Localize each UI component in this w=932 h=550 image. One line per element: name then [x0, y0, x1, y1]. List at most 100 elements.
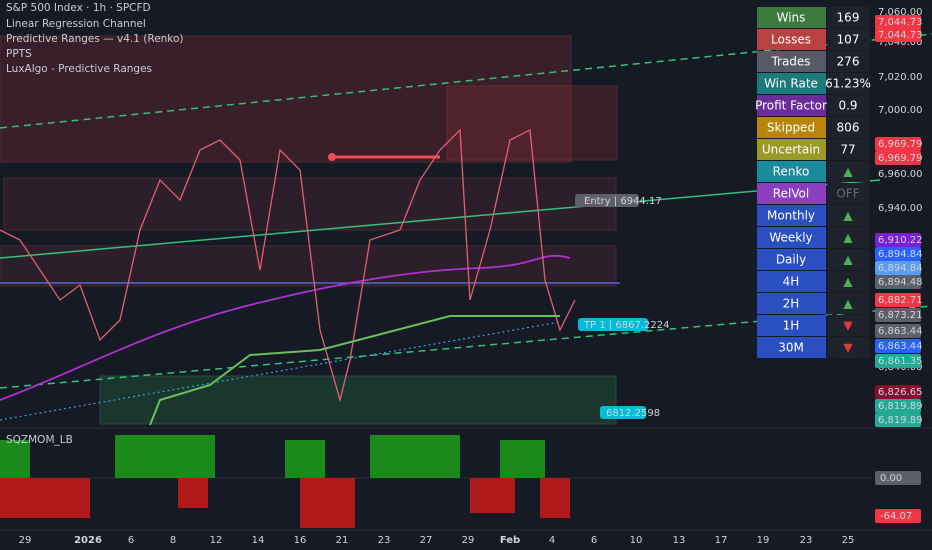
range-box — [3, 177, 617, 231]
channel-mid — [0, 179, 881, 259]
price-badge — [875, 293, 921, 307]
stat-value: 107 — [837, 33, 860, 47]
stat-value: ▲ — [843, 231, 853, 245]
time-label: 29 — [19, 535, 32, 546]
price-tick: 6,960.00 — [878, 169, 923, 180]
stat-value-cell — [827, 293, 870, 314]
price-badge-label: 6,969.79 — [878, 153, 923, 164]
marker — [328, 153, 336, 161]
time-label: 23 — [378, 535, 391, 546]
stat-label-cell — [757, 227, 826, 248]
stat-label-cell — [757, 293, 826, 314]
stat-value: ▲ — [843, 253, 853, 267]
stat-value: OFF — [836, 187, 859, 201]
stat-value-cell — [827, 29, 870, 50]
histogram-block — [0, 478, 90, 518]
price-badge-label: 6,910.22 — [878, 235, 923, 246]
stat-label-cell — [757, 117, 826, 138]
price-badge — [875, 15, 921, 29]
oscillator-title: SQZMOM_LB — [6, 434, 73, 446]
stat-value: 276 — [837, 55, 860, 69]
stat-label: Uncertain — [762, 143, 820, 157]
price-badge — [875, 413, 921, 427]
entry-label: Entry | 6944.17 — [584, 196, 662, 207]
stat-label-cell — [757, 183, 826, 204]
stat-value-cell — [827, 139, 870, 160]
price-tick: 7,060.00 — [878, 7, 923, 18]
time-label: 21 — [336, 535, 349, 546]
time-label: 8 — [170, 535, 176, 546]
price-badge-label: 6,863.44 — [878, 326, 923, 337]
price-badge-label: 6,826.65 — [878, 387, 923, 398]
stat-value: ▲ — [843, 165, 853, 179]
stat-value-cell — [827, 337, 870, 358]
stat-value-cell — [827, 183, 870, 204]
stat-value: 0.9 — [838, 99, 857, 113]
stat-value: ▼ — [843, 341, 853, 355]
price-badge-label: 6,882.71 — [878, 295, 923, 306]
tp-label: TP 1 | 6867.2224 — [583, 320, 669, 331]
time-label: 23 — [800, 535, 813, 546]
tp-badge — [578, 318, 648, 331]
stat-label: 1H — [783, 319, 800, 333]
stat-label: 30M — [778, 341, 804, 355]
price-badge — [875, 339, 921, 353]
price-path — [0, 128, 576, 403]
price-badge — [875, 151, 921, 165]
time-label: 25 — [842, 535, 855, 546]
stat-label-cell — [757, 205, 826, 226]
stat-value-cell — [827, 249, 870, 270]
time-label: 2026 — [74, 535, 102, 546]
price-badge — [875, 324, 921, 338]
price-tick: 7,020.00 — [878, 72, 923, 83]
histogram-block — [285, 440, 325, 478]
osc-label: -64.07 — [880, 511, 912, 522]
time-label: 13 — [673, 535, 686, 546]
price-badge — [875, 247, 921, 261]
price-badge — [875, 275, 921, 289]
stat-label-cell — [757, 139, 826, 160]
stat-value-cell — [827, 95, 870, 116]
price-badge — [875, 261, 921, 275]
stat-label: Weekly — [769, 231, 812, 245]
stat-value: ▲ — [843, 275, 853, 289]
stat-value-cell — [827, 51, 870, 72]
stat-value: 806 — [837, 121, 860, 135]
price-badge — [875, 233, 921, 247]
price-badge-label: 6,969.79 — [878, 139, 923, 150]
price-tick: 7,040.00 — [878, 37, 923, 48]
stat-label: 2H — [783, 297, 800, 311]
stat-value-cell — [827, 117, 870, 138]
histogram-block — [115, 435, 215, 478]
indicator-name: Linear Regression Channel — [6, 18, 146, 30]
price-badge — [875, 308, 921, 322]
time-label: 14 — [252, 535, 265, 546]
time-label: Feb — [500, 535, 520, 546]
stat-value: 61.23% — [825, 77, 871, 91]
price-badge-label: 6,894.84 — [878, 249, 923, 260]
stat-label: Losses — [771, 33, 811, 47]
price-badge-label: 6,863.44 — [878, 341, 923, 352]
price-badge-label: 7,044.73 — [878, 17, 923, 28]
symbol-title: S&P 500 Index · 1h · SPCFD — [6, 2, 151, 14]
stat-label-cell — [757, 161, 826, 182]
time-label: 17 — [715, 535, 728, 546]
histogram-block — [0, 440, 30, 478]
time-label: 10 — [630, 535, 643, 546]
stat-label-cell — [757, 29, 826, 50]
osc-label: 0.00 — [880, 473, 902, 484]
stat-value-cell — [827, 161, 870, 182]
stat-value: 77 — [840, 143, 855, 157]
stat-label: Renko — [773, 165, 810, 179]
stat-label-cell — [757, 7, 826, 28]
stat-label: Skipped — [767, 121, 815, 135]
stop-label: 6812.2598 — [606, 408, 660, 419]
price-badge-label: 6,894.84 — [878, 263, 923, 274]
stat-value: ▲ — [843, 297, 853, 311]
stat-value-cell — [827, 7, 870, 28]
stat-value-cell — [827, 73, 870, 94]
price-badge — [875, 28, 921, 42]
stat-label-cell — [757, 73, 826, 94]
stat-label-cell — [757, 315, 826, 336]
stat-label: Wins — [777, 11, 806, 25]
